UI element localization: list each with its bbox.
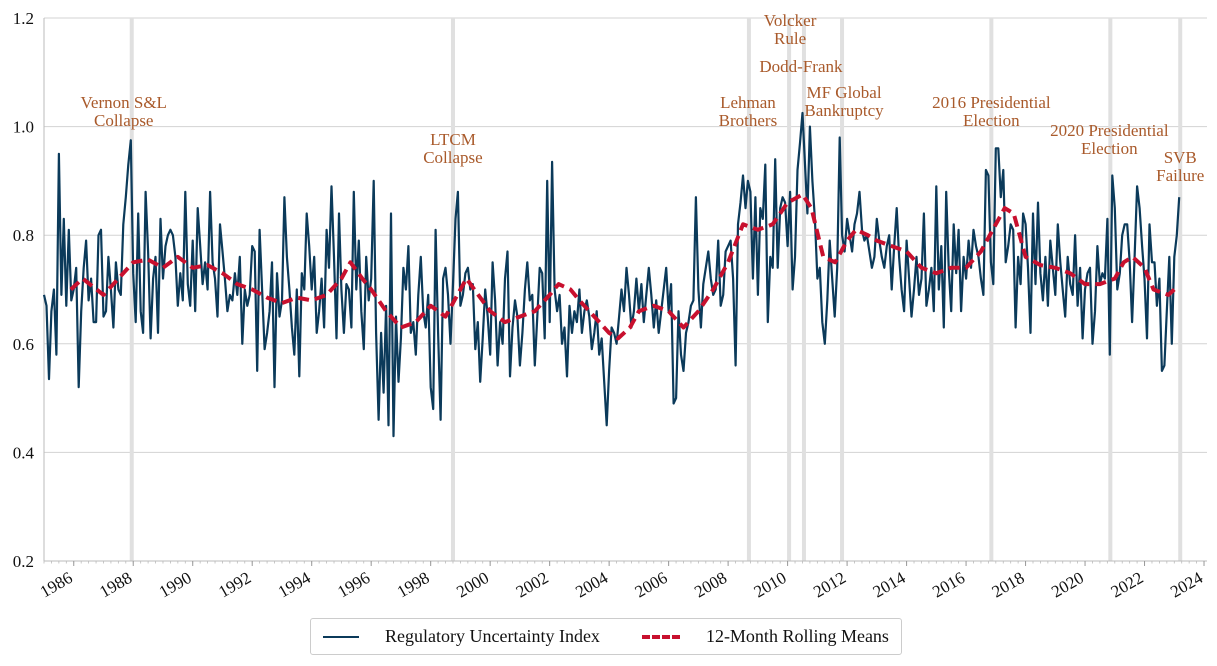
event-annotation-line: Lehman [720, 93, 776, 112]
event-annotation: 2016 Presidential Election [932, 93, 1051, 130]
legend-item-index: Regulatory Uncertainty Index [323, 626, 600, 647]
event-annotation: Vernon S&L Collapse [81, 93, 167, 130]
x-tick-label: 1994 [275, 568, 314, 602]
event-annotation-line: Collapse [423, 148, 483, 167]
event-annotation: MF Global Bankruptcy [804, 83, 884, 120]
event-annotation-line: Rule [774, 29, 806, 48]
x-tick-label: 1986 [37, 568, 76, 601]
x-tick-label: 2024 [1167, 568, 1206, 602]
x-tick-label: 1998 [394, 568, 433, 601]
y-tick-label: 1.0 [13, 118, 34, 137]
event-annotation: SVB Failure [1156, 148, 1204, 185]
x-tick-label: 2014 [870, 568, 909, 602]
x-tick-label: 2002 [513, 568, 552, 601]
series-layer [42, 111, 1181, 438]
index-line [42, 111, 1181, 438]
event-annotation-line: MF Global [806, 83, 881, 102]
x-tick-label: 2004 [572, 568, 611, 602]
x-tick-label: 1996 [334, 568, 373, 601]
y-tick-label: 1.2 [13, 9, 34, 28]
legend-item-rolling: 12-Month Rolling Means [641, 626, 889, 647]
event-annotation: Volcker Rule [764, 11, 817, 48]
event-annotation-line: 2016 Presidential [932, 93, 1051, 112]
x-tick-label: 2018 [989, 568, 1028, 601]
event-annotation-line: SVB [1164, 148, 1197, 167]
event-annotation: Lehman Brothers [719, 93, 778, 130]
x-tick-label: 2020 [1048, 568, 1087, 601]
legend-label-rolling: 12-Month Rolling Means [705, 626, 889, 646]
x-tick-label: 2000 [453, 568, 492, 601]
legend: Regulatory Uncertainty Index 12-Month Ro… [310, 618, 902, 655]
legend-label-index: Regulatory Uncertainty Index [385, 626, 600, 646]
event-annotation: LTCM Collapse [423, 130, 483, 167]
y-tick-label: 0.2 [13, 552, 34, 571]
event-annotation-line: Election [963, 111, 1020, 130]
x-tick-label: 2016 [929, 568, 968, 601]
x-tick-label: 1988 [96, 568, 135, 601]
event-annotation: 2020 Presidential Election [1050, 121, 1169, 158]
x-tick-label: 2022 [1108, 568, 1147, 601]
event-annotation-line: Vernon S&L [81, 93, 167, 112]
event-annotation-line: 2020 Presidential [1050, 121, 1169, 140]
x-tick-label: 2010 [751, 568, 790, 601]
event-annotation-line: Bankruptcy [804, 101, 884, 120]
y-tick-label: 0.6 [13, 335, 34, 354]
x-tick-label: 2008 [691, 568, 730, 601]
x-tick-label: 2012 [810, 568, 849, 601]
event-annotation: Dodd-Frank [759, 57, 843, 76]
event-annotation-line: Failure [1156, 166, 1204, 185]
y-tick-label: 0.8 [13, 226, 34, 245]
event-annotation-line: Election [1081, 139, 1138, 158]
event-annotation-line: Brothers [719, 111, 778, 130]
event-annotation-line: Collapse [94, 111, 154, 130]
legend-swatch-rolling [641, 634, 680, 639]
rolling-mean-line [69, 192, 1176, 341]
x-tick-label: 1992 [215, 568, 254, 601]
event-annotation-line: Volcker [764, 11, 817, 30]
x-tick-label: 1990 [156, 568, 195, 601]
event-annotation-line: LTCM [430, 130, 476, 149]
y-tick-label: 0.4 [13, 443, 35, 462]
legend-swatch-index [323, 635, 359, 638]
event-annotation-line: Dodd-Frank [759, 57, 843, 76]
x-tick-label: 2006 [632, 568, 671, 601]
